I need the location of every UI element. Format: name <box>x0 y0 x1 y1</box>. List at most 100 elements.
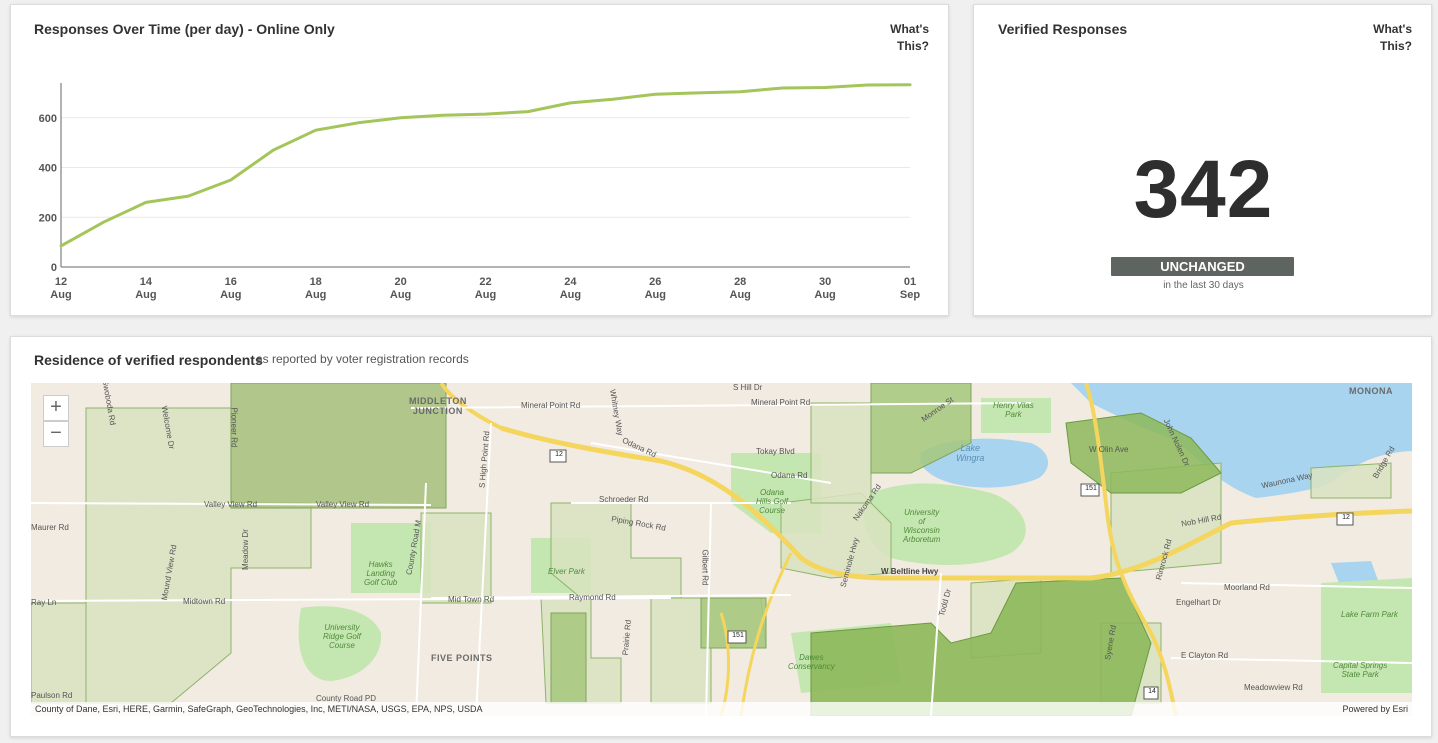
hwy-shield-12-a <box>549 449 567 463</box>
road-county-m <box>415 482 427 716</box>
data-point <box>314 129 317 132</box>
map-title: Residence of verified respondents <box>34 352 263 368</box>
x-tick-label-month: Aug <box>645 289 666 301</box>
data-point <box>739 90 742 93</box>
park-hawks <box>351 523 431 593</box>
hwy-12-north <box>439 383 502 430</box>
data-point <box>356 121 360 124</box>
x-tick-label-day: 20 <box>394 276 406 288</box>
road-midtown <box>31 597 672 602</box>
park-arboretum <box>863 483 1026 565</box>
map-view[interactable]: MIDDLETON JUNCTION MONONA FIVE POINTS La… <box>31 383 1412 716</box>
hwy-label-151-a: 151 <box>1085 485 1097 492</box>
y-tick-label: 400 <box>39 163 57 175</box>
label-university-ridge: University Ridge Golf Course <box>323 623 361 650</box>
data-point <box>611 97 615 101</box>
data-point <box>781 86 784 90</box>
road-mineral-point <box>410 402 1032 409</box>
label-tokay: Tokay Blvd <box>756 447 795 456</box>
road-valley-view <box>31 502 432 506</box>
label-gilbert: Gilbert Rd <box>700 549 710 586</box>
responses-over-time-panel: Responses Over Time (per day) - Online O… <box>10 4 949 316</box>
zoom-in-button[interactable]: + <box>43 395 69 421</box>
chart-whats-this-link[interactable]: What's This? <box>869 21 929 55</box>
hwy-shield-151-a <box>1080 483 1100 497</box>
road-todd <box>930 572 942 716</box>
road-moorland <box>1180 582 1412 589</box>
x-tick-label-month: Aug <box>560 289 581 301</box>
x-tick-label-day: 30 <box>819 276 831 288</box>
status-badge: UNCHANGED <box>1111 257 1294 276</box>
x-tick-label-month: Aug <box>50 289 71 301</box>
x-tick-label-day: 28 <box>734 276 746 288</box>
label-raymond: Raymond Rd <box>569 593 616 602</box>
x-tick-label-month: Aug <box>390 289 411 301</box>
powered-by-esri[interactable]: Powered by Esri <box>1342 704 1408 714</box>
zone-monroe-dark <box>870 383 972 474</box>
y-tick-label: 200 <box>39 212 57 224</box>
label-e-clayton: E Clayton Rd <box>1181 651 1229 660</box>
zoom-out-button[interactable]: − <box>43 421 69 447</box>
zone-county-m <box>420 512 492 604</box>
label-elver-park: Elver Park <box>548 567 585 576</box>
label-odana-rd-2: Odana Rd <box>771 471 808 480</box>
chart-title: Responses Over Time (per day) - Online O… <box>34 21 335 37</box>
verified-count: 342 <box>1133 144 1274 235</box>
hwy-label-14: 14 <box>1148 688 1156 695</box>
hwy-label-12-b: 12 <box>1342 514 1350 521</box>
zone-center <box>550 502 682 599</box>
label-uw-arboretum: University of Wisconsin Arboretum <box>903 508 941 544</box>
label-midtown: Midtown Rd <box>183 597 226 606</box>
label-lake-farm: Lake Farm Park <box>1341 610 1398 619</box>
label-pioneer: Pioneer Rd <box>229 407 239 448</box>
responses-line-chart: 020040060012Aug14Aug16Aug18Aug20Aug22Aug… <box>39 83 920 301</box>
label-odana-hills: Odana Hills Golf Course <box>756 488 789 515</box>
whats-this-line-1: What's <box>1373 22 1412 36</box>
hwy-12-west <box>500 425 1412 581</box>
map-attribution[interactable]: County of Dane, Esri, HERE, Garmin, Safe… <box>35 704 483 714</box>
label-county-pd: County Road PD <box>316 694 377 703</box>
verified-whats-this-link[interactable]: What's This? <box>1352 21 1412 55</box>
zone-odana <box>810 402 872 504</box>
park-capital-springs <box>1321 638 1412 693</box>
road-raymond <box>430 594 792 599</box>
label-lake-wingra: Lake Wingra <box>956 443 985 463</box>
zone-gilbert-dark <box>700 597 767 649</box>
responses-series-line <box>59 83 912 248</box>
y-tick-label: 600 <box>39 113 57 125</box>
x-tick-label-month: Aug <box>814 289 835 301</box>
data-point <box>144 201 148 204</box>
data-point <box>187 194 190 198</box>
map-subtitle: as reported by voter registration record… <box>256 352 469 366</box>
zone-bridge <box>1310 462 1392 499</box>
x-tick-label-day: 12 <box>55 276 67 288</box>
label-henry-vilas: Henry Vilas Park <box>993 401 1034 419</box>
label-s-hill-dr: S Hill Dr <box>733 383 763 392</box>
x-tick-label-day: 14 <box>140 276 153 288</box>
label-monona: MONONA <box>1349 386 1393 396</box>
data-point <box>908 83 912 86</box>
label-mid-town: Mid Town Rd <box>448 595 495 604</box>
hwy-shield-12-b <box>1336 512 1354 526</box>
hwy-151-north <box>1084 383 1178 716</box>
verified-title: Verified Responses <box>998 21 1128 37</box>
label-engelhart: Engelhart Dr <box>1176 598 1221 607</box>
zone-five-points-dark <box>550 612 587 704</box>
data-point <box>59 244 63 248</box>
road-high-point <box>475 422 492 716</box>
whats-this-line-1: What's <box>890 22 929 36</box>
data-point <box>569 101 572 105</box>
hwy-label-12-a: 12 <box>555 451 563 458</box>
label-capital-springs: Capital Springs State Park <box>1333 661 1388 679</box>
label-mineral-point-2: Mineral Point Rd <box>751 398 811 407</box>
park-university-ridge <box>298 606 382 681</box>
zone-olin-dark <box>1065 412 1222 494</box>
road-odana <box>590 442 832 484</box>
label-middleton-junction: MIDDLETON JUNCTION <box>409 396 467 416</box>
data-point <box>102 221 105 224</box>
x-tick-label-month: Aug <box>475 289 496 301</box>
x-tick-label-month: Sep <box>900 289 920 301</box>
label-dawes: Dawes Conservancy <box>788 653 835 671</box>
label-schroeder: Schroeder Rd <box>599 495 649 504</box>
data-point <box>526 110 530 113</box>
